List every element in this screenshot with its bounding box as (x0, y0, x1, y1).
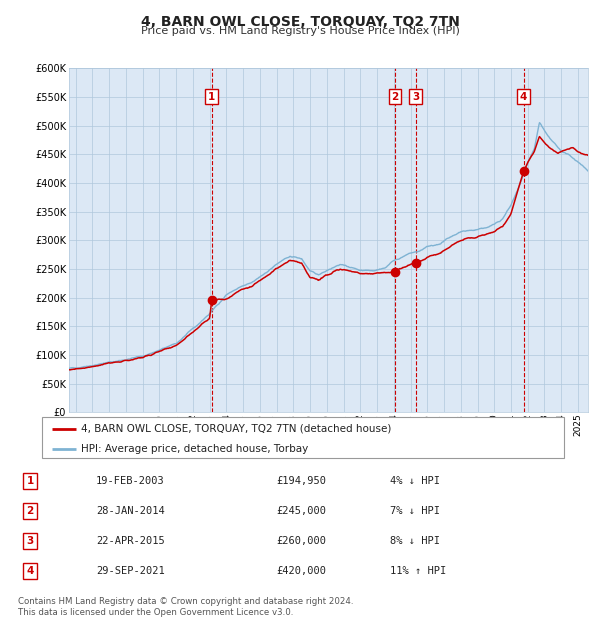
Text: 19-FEB-2003: 19-FEB-2003 (96, 476, 165, 486)
Text: 3: 3 (26, 536, 34, 546)
Text: 2: 2 (26, 506, 34, 516)
Text: £420,000: £420,000 (276, 565, 326, 575)
FancyBboxPatch shape (42, 417, 564, 458)
Text: 4: 4 (26, 565, 34, 575)
Text: 1: 1 (26, 476, 34, 486)
Text: Price paid vs. HM Land Registry's House Price Index (HPI): Price paid vs. HM Land Registry's House … (140, 26, 460, 36)
Text: 11% ↑ HPI: 11% ↑ HPI (390, 565, 446, 575)
Text: £245,000: £245,000 (276, 506, 326, 516)
Text: 4, BARN OWL CLOSE, TORQUAY, TQ2 7TN: 4, BARN OWL CLOSE, TORQUAY, TQ2 7TN (140, 16, 460, 30)
Text: Contains HM Land Registry data © Crown copyright and database right 2024.
This d: Contains HM Land Registry data © Crown c… (18, 598, 353, 617)
Text: 3: 3 (412, 92, 419, 102)
Text: £194,950: £194,950 (276, 476, 326, 486)
Text: 22-APR-2015: 22-APR-2015 (96, 536, 165, 546)
Text: HPI: Average price, detached house, Torbay: HPI: Average price, detached house, Torb… (81, 444, 308, 454)
Text: 2: 2 (391, 92, 398, 102)
Text: £260,000: £260,000 (276, 536, 326, 546)
Text: 8% ↓ HPI: 8% ↓ HPI (390, 536, 440, 546)
Text: 4: 4 (520, 92, 527, 102)
Text: 1: 1 (208, 92, 215, 102)
Text: 4, BARN OWL CLOSE, TORQUAY, TQ2 7TN (detached house): 4, BARN OWL CLOSE, TORQUAY, TQ2 7TN (det… (81, 423, 392, 433)
Text: 4% ↓ HPI: 4% ↓ HPI (390, 476, 440, 486)
Text: 29-SEP-2021: 29-SEP-2021 (96, 565, 165, 575)
Text: 7% ↓ HPI: 7% ↓ HPI (390, 506, 440, 516)
Text: 28-JAN-2014: 28-JAN-2014 (96, 506, 165, 516)
